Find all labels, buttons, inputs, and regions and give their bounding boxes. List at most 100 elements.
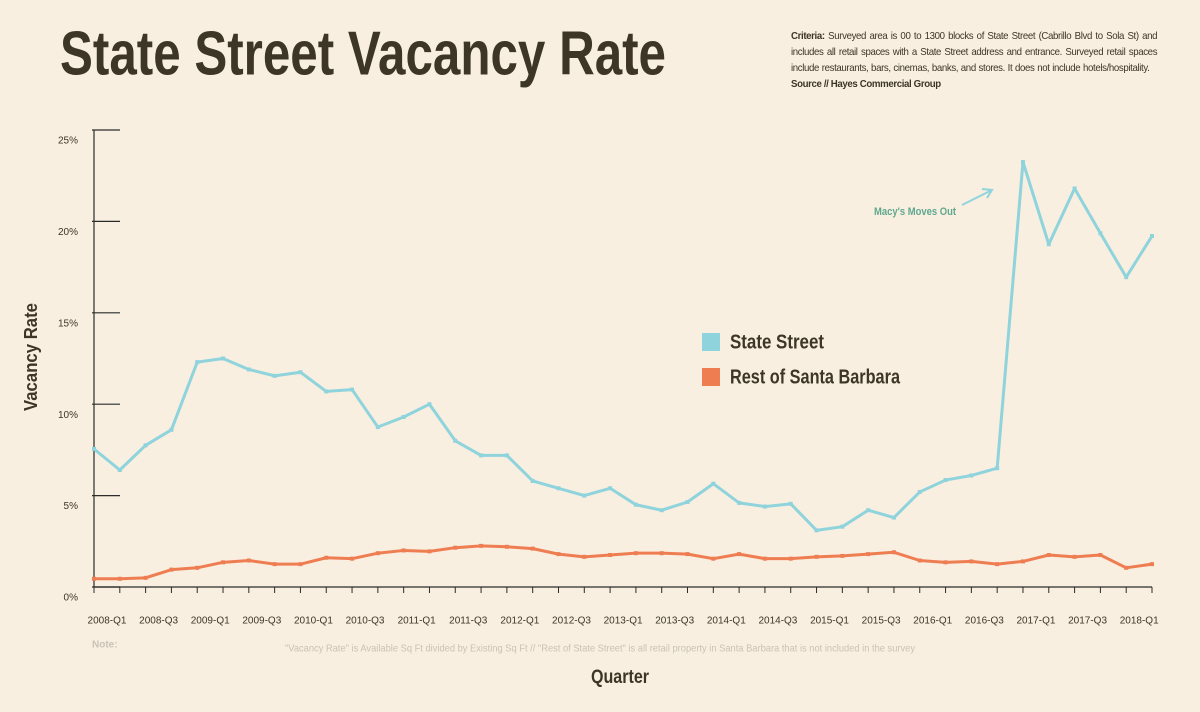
point xyxy=(891,550,896,555)
point xyxy=(995,562,1000,567)
point xyxy=(659,551,664,556)
x-tick-label: 2013-Q1 xyxy=(604,616,643,627)
point xyxy=(840,553,845,558)
annotation-arrow xyxy=(961,190,991,206)
y-tick-label: 0% xyxy=(64,593,79,604)
point xyxy=(608,486,613,491)
point xyxy=(143,443,148,448)
x-tick-label: 2017-Q3 xyxy=(1068,616,1107,627)
point xyxy=(995,466,1000,471)
point xyxy=(1124,275,1129,280)
point xyxy=(582,493,587,498)
note-label: Note: xyxy=(92,640,118,651)
point xyxy=(530,546,535,551)
point xyxy=(453,438,458,443)
x-tick-label: 2013-Q3 xyxy=(655,616,694,627)
annotation: Macy's Moves Out xyxy=(874,206,956,218)
point xyxy=(375,551,380,556)
x-tick-label: 2011-Q3 xyxy=(449,616,488,627)
point xyxy=(1150,562,1154,567)
legend-label: State Street xyxy=(730,331,824,353)
legend-swatch xyxy=(702,333,720,351)
point xyxy=(917,489,922,494)
point xyxy=(453,545,458,550)
point xyxy=(221,560,226,565)
point xyxy=(1098,553,1103,558)
point xyxy=(375,425,380,430)
point xyxy=(401,548,406,553)
x-tick-label: 2014-Q3 xyxy=(758,616,797,627)
point xyxy=(556,552,561,557)
point xyxy=(246,367,251,372)
point xyxy=(1046,242,1051,247)
x-tick-label: 2014-Q1 xyxy=(707,616,746,627)
point xyxy=(92,446,96,451)
point xyxy=(298,370,303,375)
source: Source // Hayes Commercial Group xyxy=(791,78,941,90)
point xyxy=(814,528,819,533)
y-tick-label: 15% xyxy=(58,318,78,329)
y-tick-label: 25% xyxy=(58,136,78,147)
y-tick-label: 20% xyxy=(58,227,78,238)
x-tick-label: 2016-Q3 xyxy=(965,616,1004,627)
point xyxy=(608,553,613,558)
point xyxy=(427,549,432,554)
annotation-arrowhead xyxy=(981,188,994,199)
criteria-text: Surveyed area is 00 to 1300 blocks of St… xyxy=(791,30,1158,74)
point xyxy=(685,552,690,557)
point xyxy=(350,387,355,392)
point xyxy=(427,402,432,407)
point xyxy=(479,453,484,458)
point xyxy=(504,544,509,549)
y-tick-label: 10% xyxy=(58,410,78,421)
x-tick-label: 2017-Q1 xyxy=(1017,616,1056,627)
point xyxy=(272,562,277,567)
point xyxy=(917,558,922,563)
x-tick-label: 2009-Q1 xyxy=(191,616,230,627)
point xyxy=(479,543,484,548)
point xyxy=(246,558,251,563)
x-tick-label: 2016-Q1 xyxy=(913,616,952,627)
point xyxy=(92,576,96,581)
point xyxy=(762,556,767,561)
x-tick-label: 2010-Q3 xyxy=(346,616,385,627)
point xyxy=(1020,559,1025,564)
point xyxy=(969,473,974,478)
point xyxy=(633,551,638,556)
y-axis-label: Vacancy Rate xyxy=(21,303,41,411)
point xyxy=(556,486,561,491)
point xyxy=(350,556,355,561)
point xyxy=(1124,565,1129,570)
point xyxy=(117,576,122,581)
point xyxy=(272,373,277,378)
x-tick-label: 2010-Q1 xyxy=(294,616,333,627)
point xyxy=(1020,159,1025,164)
point xyxy=(737,500,742,505)
x-tick-label: 2015-Q1 xyxy=(810,616,849,627)
point xyxy=(143,575,148,580)
point xyxy=(685,499,690,504)
point xyxy=(504,453,509,458)
point xyxy=(401,414,406,419)
point xyxy=(711,556,716,561)
point xyxy=(737,552,742,557)
x-tick-label: 2018-Q1 xyxy=(1120,616,1159,627)
x-tick-label: 2015-Q3 xyxy=(862,616,901,627)
point xyxy=(169,427,174,432)
point xyxy=(1098,231,1103,236)
x-tick-label: 2008-Q1 xyxy=(88,616,127,627)
point xyxy=(324,555,329,560)
point xyxy=(1150,234,1154,239)
point xyxy=(169,567,174,572)
chart-title: State Street Vacancy Rate xyxy=(60,19,666,88)
x-tick-label: 2012-Q1 xyxy=(500,616,539,627)
series-line xyxy=(93,160,1154,532)
criteria-label: Criteria: xyxy=(791,30,825,42)
point xyxy=(221,356,226,361)
point xyxy=(324,389,329,394)
point xyxy=(866,508,871,513)
point xyxy=(969,559,974,564)
point xyxy=(788,501,793,506)
x-tick-label: 2012-Q3 xyxy=(552,616,591,627)
